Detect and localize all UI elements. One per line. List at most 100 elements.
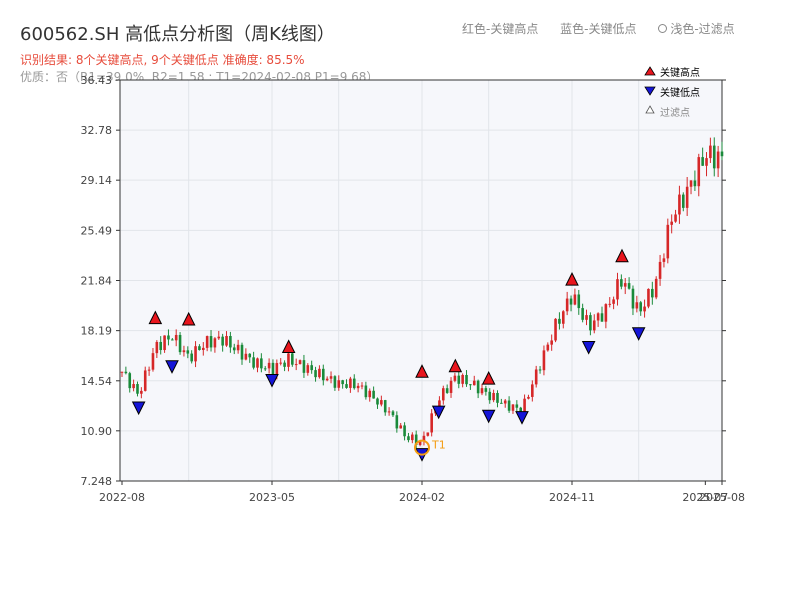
legend-low-label: 关键低点	[660, 86, 700, 99]
candle-body	[321, 368, 325, 381]
marker-legend: 关键高点 关键低点 过滤点	[644, 66, 700, 119]
candle-body	[558, 318, 561, 324]
y-tick-label: 7.248	[81, 475, 113, 488]
candle-body	[500, 402, 503, 404]
candle-body	[167, 335, 170, 340]
candle-body	[182, 350, 186, 353]
candle-body	[414, 434, 418, 445]
candle-body	[480, 388, 484, 394]
candle-body	[267, 362, 271, 369]
candle-body	[411, 434, 414, 441]
candle-body	[709, 145, 712, 159]
candle-body	[488, 391, 492, 401]
candle-body	[283, 362, 286, 367]
candle-body	[209, 336, 213, 348]
candle-body	[232, 347, 236, 351]
candle-body	[519, 407, 523, 414]
key-low-marker	[631, 327, 646, 341]
candle-body	[697, 157, 701, 187]
y-tick-label: 18.19	[81, 325, 113, 338]
candle-body	[171, 339, 174, 341]
candle-body	[577, 294, 581, 309]
candle-body	[136, 384, 139, 394]
candle-body	[271, 362, 275, 375]
y-tick-label: 36.43	[81, 74, 113, 87]
candle-body	[616, 279, 619, 300]
candle-body	[194, 346, 197, 362]
candle-body	[256, 358, 259, 368]
candle-body	[426, 432, 430, 436]
y-tick-label: 32.78	[81, 124, 113, 137]
candle-body	[623, 283, 627, 287]
candle-body	[376, 398, 379, 405]
key-low-marker	[515, 411, 529, 425]
candle-body	[349, 378, 352, 388]
key-low-marker	[131, 401, 146, 416]
key-high-marker	[615, 248, 629, 263]
candle-body	[581, 308, 584, 320]
candle-body	[352, 378, 356, 389]
legend-filtered-label: 过滤点	[660, 106, 690, 119]
candle-body	[585, 315, 588, 320]
candle-body	[496, 392, 499, 403]
candle-body	[143, 370, 147, 391]
x-tick-label: 2022-08	[99, 491, 145, 504]
candle-body	[174, 334, 178, 341]
candle-body	[523, 398, 526, 414]
candle-body	[294, 364, 298, 366]
candle-body	[178, 334, 182, 353]
key-high-marker	[181, 311, 196, 326]
candle-body	[128, 373, 132, 389]
candle-body	[306, 365, 310, 373]
candle-body	[275, 363, 279, 375]
hollow-circle-icon	[658, 24, 668, 33]
candle-body	[445, 388, 449, 393]
candle-body	[186, 350, 190, 354]
candle-body	[457, 375, 461, 384]
markers: T1	[131, 248, 646, 462]
candle-body	[333, 376, 337, 388]
candle-body	[325, 378, 329, 381]
candle-body	[627, 283, 631, 289]
candle-body	[368, 390, 372, 398]
candle-body	[151, 353, 155, 370]
candle-body	[674, 214, 677, 222]
candle-body	[248, 353, 252, 358]
candle-body	[612, 299, 615, 304]
candle-body	[658, 261, 662, 279]
t1-marker	[414, 439, 430, 456]
candle-body	[380, 400, 383, 405]
candle-body	[670, 221, 673, 225]
candle-body	[681, 194, 685, 208]
candle-body	[647, 288, 650, 307]
candle-body	[465, 374, 468, 385]
candle-body	[705, 158, 708, 166]
candle-body	[546, 344, 550, 351]
top-color-legend: 红色-关键高点 蓝色-关键低点 浅色-过滤点	[462, 20, 753, 37]
candle-body	[198, 346, 201, 351]
candle-body	[399, 425, 403, 429]
candle-body	[260, 358, 263, 369]
key-high-marker	[415, 364, 429, 378]
candle-body	[318, 368, 321, 378]
candle-body	[407, 436, 410, 441]
candle-body	[511, 404, 515, 411]
candle-body	[252, 357, 255, 368]
candle-body	[132, 384, 135, 389]
t1-label: T1	[431, 439, 446, 452]
candle-body	[569, 298, 573, 305]
y-tick-label: 25.49	[81, 224, 113, 237]
candle-body	[287, 353, 290, 367]
candle-body	[356, 385, 360, 389]
candle-body	[263, 368, 267, 370]
filtered-triangle-icon	[645, 105, 655, 114]
candle-body	[550, 340, 553, 345]
y-tick-label: 14.54	[81, 375, 113, 388]
candle-body	[689, 180, 693, 187]
axes: 36.43 32.78 29.14 25.49 21.84 18.19 14.54 10.90…	[81, 74, 745, 504]
candle-body	[140, 390, 143, 394]
candle-body	[531, 384, 534, 397]
candle-body	[604, 304, 608, 322]
candle-body	[453, 375, 457, 381]
candle-body	[484, 388, 488, 392]
